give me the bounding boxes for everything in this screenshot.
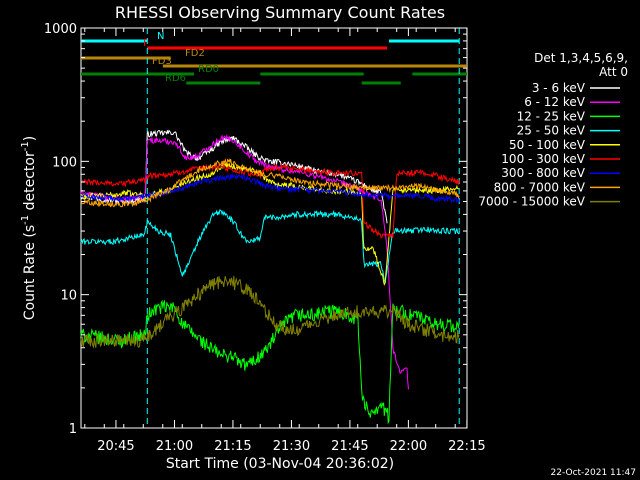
y-axis-label-sup1: -1	[20, 215, 31, 225]
y-axis-ticks: 1 10 100 1000	[44, 22, 467, 437]
x-tick-label-1: 21:00	[156, 439, 193, 454]
generation-timestamp: 22-Oct-2021 11:47	[551, 468, 636, 478]
x-tick-label-5: 22:00	[390, 439, 427, 454]
plot-frame	[80, 27, 468, 429]
x-tick-label-0: 20:45	[97, 439, 134, 454]
legend-entry-label-1: 6 - 12 keV	[524, 95, 586, 109]
x-axis-ticks: 20:45 21:00 21:15 21:30 21:45 22:00 22:15	[84, 28, 486, 454]
x-axis-label: Start Time (03-Nov-04 20:36:02)	[166, 456, 394, 472]
flag-label-f: F	[143, 38, 149, 49]
flag-label-rd6: RD6	[165, 73, 186, 84]
legend-entry-label-4: 50 - 100 keV	[509, 138, 586, 152]
flag-label-fd3: FD3	[152, 56, 172, 67]
series-line-6	[80, 173, 460, 204]
legend-entry-label-8: 7000 - 15000 keV	[478, 195, 585, 209]
y-axis-label-main: Count Rate (s	[22, 225, 38, 320]
y-axis-label-mid: detector	[22, 151, 38, 215]
series-lines	[80, 129, 460, 425]
series-line-3	[80, 209, 460, 284]
reference-lines	[146, 28, 460, 428]
legend-title-line1: Det 1,3,4,5,6,9,	[534, 51, 628, 65]
series-line-8	[80, 275, 460, 349]
legend-entry-label-5: 100 - 300 keV	[501, 152, 585, 166]
flag-label-fd2: FD2	[185, 48, 205, 59]
series-line-0	[80, 129, 388, 224]
x-tick-label-2: 21:15	[214, 439, 251, 454]
y-axis-label: Count Rate (s-1 detector-1)	[20, 136, 38, 320]
x-tick-label-4: 21:45	[331, 439, 368, 454]
x-tick-label-6: 22:15	[448, 439, 485, 454]
legend-entry-label-3: 25 - 50 keV	[517, 124, 586, 138]
flag-label-n: N	[157, 31, 164, 42]
flag-bars: NF FD2 FD3 RD0 RD6	[81, 31, 467, 85]
y-tick-label-3: 1000	[44, 22, 77, 37]
legend-entry-label-2: 12 - 25 keV	[517, 109, 586, 123]
y-tick-label-2: 100	[52, 155, 77, 170]
x-tick-label-3: 21:30	[273, 439, 310, 454]
legend-entry-label-0: 3 - 6 keV	[532, 81, 586, 95]
chart-title: RHESSI Observing Summary Count Rates	[115, 3, 445, 22]
y-axis-label-end: )	[22, 136, 38, 141]
y-axis-label-sup2: -1	[20, 141, 31, 151]
legend-title-line2: Att 0	[599, 65, 628, 79]
y-tick-label-1: 10	[60, 289, 77, 304]
legend-entry-label-6: 300 - 800 keV	[501, 166, 585, 180]
legend-entry-label-7: 800 - 7000 keV	[494, 180, 586, 194]
series-line-5	[80, 162, 460, 239]
flag-label-rd0: RD0	[198, 64, 219, 75]
series-line-7	[80, 158, 460, 208]
y-tick-label-0: 1	[69, 422, 77, 437]
